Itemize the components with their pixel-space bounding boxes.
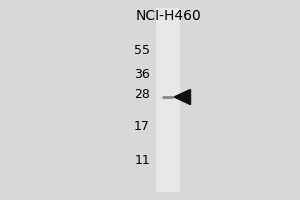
- Bar: [156, 8, 180, 192]
- Text: 11: 11: [134, 154, 150, 166]
- Text: 55: 55: [134, 44, 150, 56]
- Text: NCI-H460: NCI-H460: [135, 9, 201, 23]
- Polygon shape: [174, 89, 190, 105]
- Text: 36: 36: [134, 68, 150, 80]
- Text: 17: 17: [134, 119, 150, 132]
- Text: 28: 28: [134, 88, 150, 100]
